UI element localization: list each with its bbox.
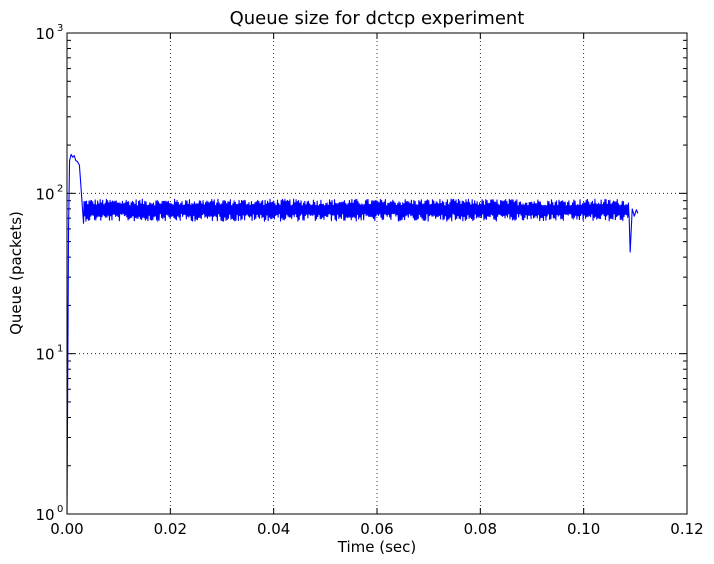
y-tick-exponent: 3 — [57, 23, 63, 34]
x-tick-label: 0.10 — [567, 520, 600, 538]
x-axis-tick-labels: 0.00 0.02 0.04 0.06 0.08 0.10 0.12 — [50, 520, 703, 538]
y-tick-label: 10 — [35, 506, 54, 524]
y-tick-label: 10 — [35, 185, 54, 203]
y-tick-exponent: 2 — [57, 183, 63, 194]
y-tick-exponent: 1 — [57, 344, 63, 355]
x-tick-label: 0.02 — [154, 520, 187, 538]
x-tick-label: 0.00 — [50, 520, 83, 538]
y-tick-label: 10 — [35, 25, 54, 43]
x-tick-label: 0.08 — [464, 520, 497, 538]
y-tick-label: 10 — [35, 346, 54, 364]
y-tick-exponent: 0 — [57, 504, 63, 515]
queue-size-line — [67, 153, 639, 514]
major-tick-marks — [66, 32, 688, 515]
x-tick-label: 0.12 — [670, 520, 703, 538]
chart-title: Queue size for dctcp experiment — [230, 8, 525, 29]
y-axis-label: Queue (packets) — [7, 211, 25, 335]
x-axis-label: Time (sec) — [337, 538, 416, 556]
data-series — [67, 153, 639, 514]
x-tick-label: 0.06 — [360, 520, 393, 538]
grid-lines — [67, 33, 687, 514]
x-tick-label: 0.04 — [257, 520, 290, 538]
